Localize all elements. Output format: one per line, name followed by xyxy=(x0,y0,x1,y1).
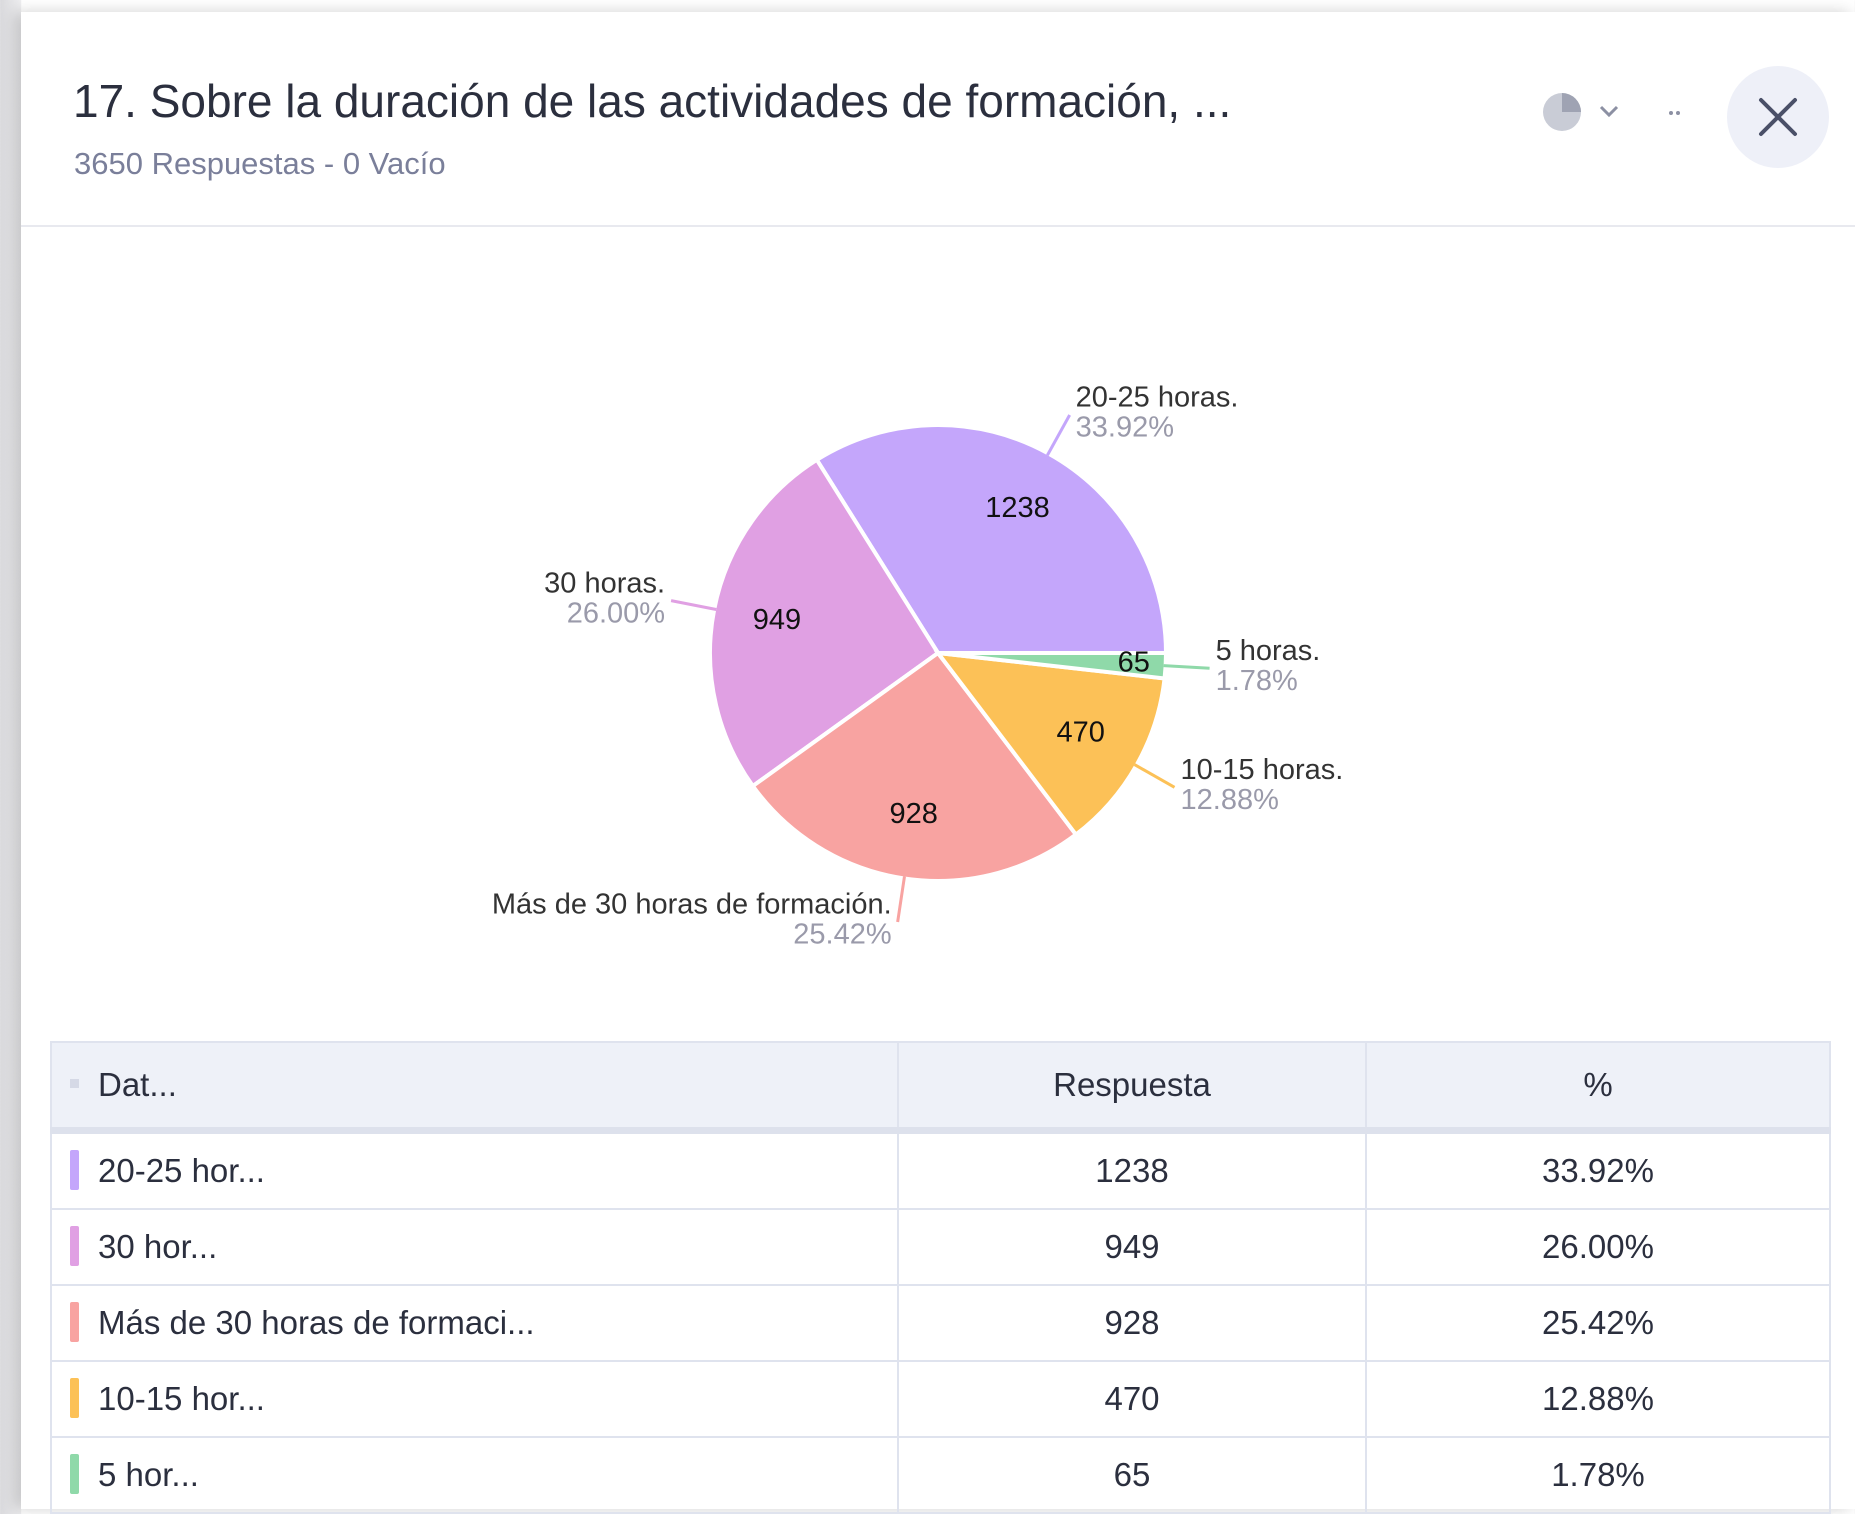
pie-chart: 1238 20-25 horas.33.92% 949 30 horas.26.00%… xyxy=(492,382,1344,951)
title: 17. Sobre la duración de las actividades… xyxy=(73,75,1232,127)
table-cell: Más de 30 horas de formaci... xyxy=(50,1284,899,1362)
leader-line xyxy=(1046,414,1071,456)
slice-name-label: 20-25 horas. xyxy=(1076,382,1239,414)
table-cell: 12.88% xyxy=(1365,1360,1831,1438)
row-color xyxy=(70,1226,79,1266)
table-cell: 928 xyxy=(897,1284,1367,1362)
slice-value-label: 65 xyxy=(1118,647,1150,679)
card: 17. Sobre la duración de las actividades… xyxy=(21,12,1855,1514)
slice-name-label: 30 horas. xyxy=(544,567,665,599)
leader-line xyxy=(896,876,906,923)
column-icon xyxy=(70,1079,79,1088)
table-row: Más de 30 horas de formaci... 928 25.42% xyxy=(50,1284,1831,1362)
table-header: Dat... Respuesta% xyxy=(50,1041,1831,1134)
table-cell: 949 xyxy=(897,1208,1367,1286)
table-cell: 65 xyxy=(897,1436,1367,1514)
table-cell: 5 hor... xyxy=(50,1436,899,1514)
column-header: Dat... xyxy=(50,1041,899,1134)
slice-value-label: 949 xyxy=(753,604,801,636)
close-button[interactable] xyxy=(1727,66,1829,168)
table-cell: 26.00% xyxy=(1365,1208,1831,1286)
slice-name-label: 5 horas. xyxy=(1216,635,1321,667)
slice-percent-label: 26.00% xyxy=(567,597,665,629)
slice-percent-label: 33.92% xyxy=(1076,412,1174,444)
table-body: 20-25 hor... 1238 33.92% 30 hor... 949 26.00%… xyxy=(50,1129,1831,1514)
leader-line xyxy=(670,599,717,611)
toolbar xyxy=(1543,66,1829,168)
header: 17. Sobre la duración de las actividades… xyxy=(21,12,1855,227)
row-color xyxy=(70,1454,79,1494)
slice-value-label: 1238 xyxy=(985,492,1050,524)
table-cell: 20-25 hor... xyxy=(50,1129,899,1210)
table-cell: 1238 xyxy=(897,1129,1367,1210)
chart-type-button[interactable] xyxy=(1543,93,1619,131)
row-color xyxy=(70,1378,79,1418)
table-row: 10-15 hor... 470 12.88% xyxy=(50,1360,1831,1438)
table-cell: 33.92% xyxy=(1365,1129,1831,1210)
data-table: Dat... Respuesta% 20-25 hor... 1238 33.92% 3… xyxy=(50,1041,1831,1514)
column-header: Respuesta xyxy=(897,1041,1367,1134)
column-header: % xyxy=(1365,1041,1831,1134)
slice-value-label: 928 xyxy=(889,798,937,830)
slice-percent-label: 12.88% xyxy=(1181,784,1279,816)
table-cell: 30 hor... xyxy=(50,1208,899,1286)
subtitle: 3650 Respuestas - 0 Vacío xyxy=(74,146,446,181)
slice-percent-label: 25.42% xyxy=(793,919,891,951)
row-color xyxy=(70,1150,79,1190)
slice-percent-label: 1.78% xyxy=(1216,665,1298,697)
row-color xyxy=(70,1302,79,1342)
slice-name-label: Más de 30 horas de formación. xyxy=(492,889,892,921)
table-cell: 470 xyxy=(897,1360,1367,1438)
table-row: 5 hor... 65 1.78% xyxy=(50,1436,1831,1514)
more-button[interactable] xyxy=(1669,111,1680,115)
leader-line xyxy=(1163,664,1210,670)
table-cell: 25.42% xyxy=(1365,1284,1831,1362)
table-row: 20-25 hor... 1238 33.92% xyxy=(50,1129,1831,1210)
table-cell: 10-15 hor... xyxy=(50,1360,899,1438)
table-row: 30 hor... 949 26.00% xyxy=(50,1208,1831,1286)
leader-line xyxy=(1133,763,1176,789)
table-cell: 1.78% xyxy=(1365,1436,1831,1514)
slice-name-label: 10-15 horas. xyxy=(1181,754,1344,786)
slice-value-label: 470 xyxy=(1057,717,1105,749)
